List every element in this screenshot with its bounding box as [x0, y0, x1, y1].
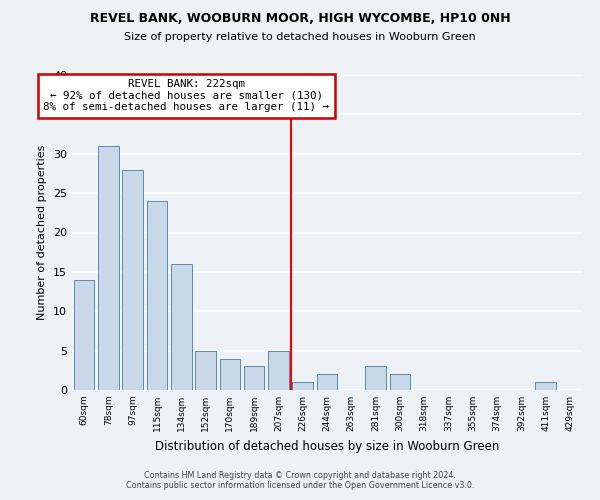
- Text: REVEL BANK, WOOBURN MOOR, HIGH WYCOMBE, HP10 0NH: REVEL BANK, WOOBURN MOOR, HIGH WYCOMBE, …: [89, 12, 511, 26]
- Bar: [122, 170, 143, 390]
- X-axis label: Distribution of detached houses by size in Wooburn Green: Distribution of detached houses by size …: [155, 440, 499, 452]
- Text: Size of property relative to detached houses in Wooburn Green: Size of property relative to detached ho…: [124, 32, 476, 42]
- Bar: [220, 358, 240, 390]
- Bar: [317, 374, 337, 390]
- Text: REVEL BANK: 222sqm
← 92% of detached houses are smaller (130)
8% of semi-detache: REVEL BANK: 222sqm ← 92% of detached hou…: [43, 79, 329, 112]
- Y-axis label: Number of detached properties: Number of detached properties: [37, 145, 47, 320]
- Bar: [389, 374, 410, 390]
- Bar: [292, 382, 313, 390]
- Bar: [74, 280, 94, 390]
- Bar: [244, 366, 265, 390]
- Bar: [268, 350, 289, 390]
- Bar: [535, 382, 556, 390]
- Text: Contains HM Land Registry data © Crown copyright and database right 2024.
Contai: Contains HM Land Registry data © Crown c…: [126, 470, 474, 490]
- Bar: [365, 366, 386, 390]
- Bar: [171, 264, 191, 390]
- Bar: [98, 146, 119, 390]
- Bar: [146, 201, 167, 390]
- Bar: [195, 350, 216, 390]
